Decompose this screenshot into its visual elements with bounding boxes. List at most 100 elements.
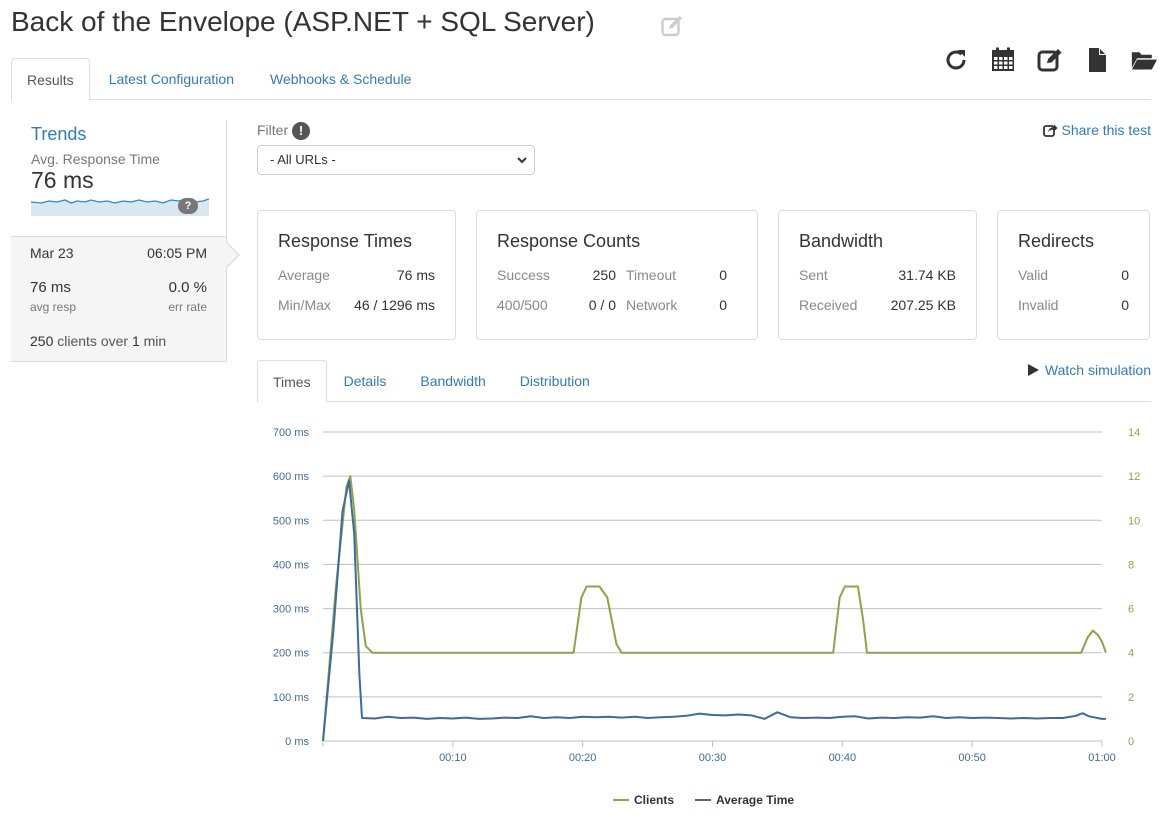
tab-webhooks-schedule[interactable]: Webhooks & Schedule: [270, 71, 412, 87]
trend-help-badge[interactable]: ?: [178, 198, 198, 214]
y-left-tick-label: 500 ms: [273, 515, 310, 527]
legend-label: Average Time: [716, 793, 794, 807]
bandwidth-card: Bandwidth Sent 31.74 KB Received 207.25 …: [778, 210, 977, 340]
tab-results[interactable]: Results: [11, 58, 90, 101]
redirects-card: Redirects Valid 0 Invalid 0: [997, 210, 1150, 340]
valid-label: Valid: [1018, 267, 1049, 283]
tab-distribution[interactable]: Distribution: [519, 373, 590, 389]
watch-simulation-label: Watch simulation: [1044, 362, 1151, 378]
folder-open-icon[interactable]: [1120, 44, 1167, 76]
main-tabs: Results Latest Configuration Webhooks & …: [11, 58, 1151, 101]
trend-snapshot: Mar 23 06:05 PM 76 ms avg resp 0.0 % err…: [11, 236, 227, 362]
card-title: Bandwidth: [799, 231, 884, 251]
share-link[interactable]: Share this test: [1042, 122, 1152, 138]
y-right-tick-label: 12: [1128, 471, 1140, 483]
times-chart: 700 ms 600 ms 500 ms 400 ms 300 ms 200 ms 100 …: [257, 410, 1151, 818]
y-right-tick-label: 4: [1128, 648, 1134, 660]
valid-value: 0: [1121, 267, 1129, 283]
response-times-card: Response Times Average 76 ms Min/Max 46 …: [257, 210, 456, 340]
legend-label: Clients: [634, 793, 674, 807]
chevron-down-icon: [517, 157, 527, 164]
y-left-tick-label: 300 ms: [273, 604, 310, 616]
success-value: 250: [592, 267, 616, 283]
snapshot-clients-count: 250: [30, 333, 54, 349]
x-tick-label: 00:50: [958, 752, 986, 764]
snapshot-time: 06:05 PM: [147, 245, 207, 261]
toolbar: [932, 44, 1167, 76]
trends-title[interactable]: Trends: [31, 124, 87, 144]
timeout-value: 0: [719, 267, 727, 283]
y-left-tick-label: 200 ms: [273, 648, 310, 660]
average-label: Average: [278, 267, 330, 283]
file-icon[interactable]: [1073, 44, 1120, 76]
card-title: Redirects: [1018, 231, 1095, 251]
x-tick-label: 00:30: [699, 752, 727, 764]
invalid-value: 0: [1121, 297, 1129, 313]
invalid-label: Invalid: [1018, 297, 1059, 313]
edit-icon[interactable]: [1026, 44, 1073, 76]
share-label: Share this test: [1061, 122, 1152, 138]
watch-simulation-link[interactable]: Watch simulation: [1027, 362, 1151, 378]
y-right-tick-label: 0: [1128, 736, 1134, 748]
minmax-value: 46 / 1296 ms: [354, 297, 435, 313]
edit-title-icon[interactable]: [660, 14, 684, 38]
errors-label: 400/500: [497, 297, 548, 313]
page-title: Back of the Envelope (ASP.NET + SQL Serv…: [11, 6, 595, 37]
chart-tabs: Times Details Bandwidth Distribution: [257, 360, 1151, 403]
y-right-tick-label: 2: [1128, 692, 1134, 704]
y-left-tick-label: 0 ms: [285, 736, 309, 748]
series-line-clients: [322, 475, 1107, 742]
tab-times[interactable]: Times: [257, 360, 327, 403]
snapshot-avg-resp-label: avg resp: [30, 300, 77, 314]
network-value: 0: [719, 297, 727, 313]
trends-subtitle: Avg. Response Time: [31, 151, 160, 167]
y-left-tick-label: 700 ms: [273, 427, 310, 439]
y-left-tick-label: 100 ms: [273, 692, 310, 704]
response-counts-card: Response Counts Success 250 Timeout 0 40…: [476, 210, 758, 340]
snapshot-date: Mar 23: [30, 245, 74, 261]
snapshot-duration-count: 1: [131, 333, 140, 349]
card-title: Response Counts: [497, 231, 641, 251]
tab-latest-configuration[interactable]: Latest Configuration: [108, 71, 234, 87]
errors-value: 0 / 0: [588, 297, 616, 313]
tab-details[interactable]: Details: [343, 373, 387, 389]
y-right-tick-label: 14: [1128, 427, 1140, 439]
y-right-tick-label: 8: [1128, 559, 1134, 571]
sent-label: Sent: [799, 267, 828, 283]
url-filter-select[interactable]: - All URLs -: [257, 145, 535, 175]
url-filter-value: - All URLs -: [270, 152, 336, 167]
snapshot-duration-unit: min: [143, 333, 167, 349]
y-right-tick-label: 10: [1128, 515, 1140, 527]
network-label: Network: [626, 297, 678, 313]
snapshot-summary: 250 clients over 1 min: [30, 333, 166, 349]
snapshot-clients-text: clients over: [57, 333, 129, 349]
play-icon: [1027, 364, 1039, 376]
x-tick-label: 00:10: [439, 752, 467, 764]
share-icon: [1042, 124, 1057, 137]
minmax-label: Min/Max: [278, 297, 331, 313]
received-value: 207.25 KB: [890, 297, 956, 313]
calendar-icon[interactable]: [979, 44, 1026, 76]
snapshot-avg-resp: 76 ms: [30, 279, 71, 296]
snapshot-err-rate: 0.0 %: [168, 279, 207, 296]
average-value: 76 ms: [396, 267, 435, 283]
y-left-tick-label: 400 ms: [273, 559, 310, 571]
card-title: Response Times: [278, 231, 413, 251]
sent-value: 31.74 KB: [898, 267, 956, 283]
x-tick-label: 01:00: [1088, 752, 1116, 764]
series-line-average-time: [322, 479, 1106, 742]
y-left-tick-label: 600 ms: [273, 471, 310, 483]
received-label: Received: [799, 297, 858, 313]
timeout-label: Timeout: [626, 267, 677, 283]
tab-bandwidth[interactable]: Bandwidth: [420, 373, 486, 389]
refresh-icon[interactable]: [932, 44, 979, 76]
filter-label: Filter: [257, 122, 289, 138]
filter-help-icon[interactable]: !: [292, 122, 310, 140]
trends-panel: Trends Avg. Response Time 76 ms ?: [11, 120, 227, 236]
x-tick-label: 00:40: [829, 752, 857, 764]
x-tick-label: 00:20: [569, 752, 597, 764]
y-right-tick-label: 6: [1128, 604, 1134, 616]
success-label: Success: [497, 267, 550, 283]
trends-value: 76 ms: [31, 167, 94, 193]
